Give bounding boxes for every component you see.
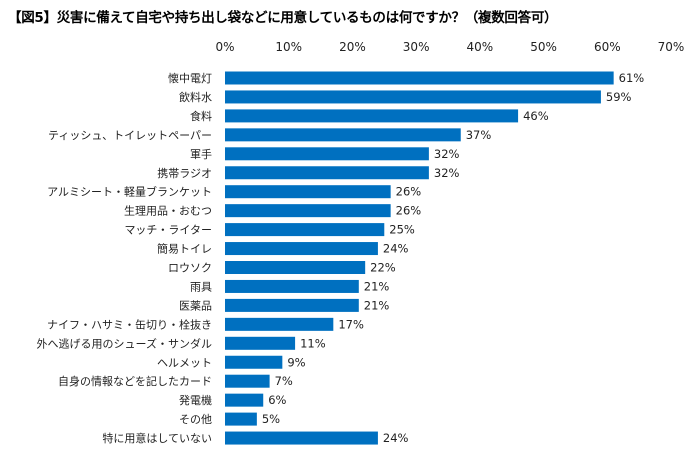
bar: [225, 298, 359, 312]
bar: [225, 393, 264, 407]
data-label: 7%: [275, 374, 293, 388]
data-label: 26%: [396, 204, 422, 218]
x-tick-label: 10%: [275, 40, 302, 54]
data-label: 17%: [338, 317, 364, 331]
category-label: マッチ・ライター: [124, 224, 212, 237]
bar: [225, 412, 257, 426]
data-label: 26%: [396, 185, 422, 199]
bar: [225, 166, 429, 180]
category-label: 医薬品: [179, 299, 212, 312]
x-tick-label: 40%: [467, 40, 494, 54]
bar: [225, 147, 429, 161]
data-label: 32%: [434, 147, 460, 161]
bar: [225, 317, 334, 331]
category-label: ヘルメット: [157, 356, 212, 369]
data-label: 24%: [383, 242, 409, 256]
category-label: 特に用意はしていない: [102, 431, 212, 445]
data-label: 21%: [364, 298, 390, 312]
bar: [225, 355, 283, 369]
x-tick-label: 20%: [339, 40, 366, 54]
bar: [225, 71, 614, 85]
data-label: 9%: [287, 355, 305, 369]
bar: [225, 223, 385, 237]
bar: [225, 109, 519, 123]
category-label: 懐中電灯: [168, 71, 212, 85]
data-label: 59%: [606, 90, 632, 104]
category-label: アルミシート・軽量ブランケット: [47, 185, 212, 199]
x-tick-label: 50%: [530, 40, 557, 54]
bar: [225, 90, 601, 104]
data-label: 21%: [364, 279, 390, 293]
category-label: 生理用品・おむつ: [124, 204, 212, 218]
data-label: 11%: [300, 336, 326, 350]
category-label: ロウソク: [168, 262, 212, 275]
bar: [225, 242, 378, 256]
category-label: 雨具: [190, 280, 212, 293]
data-label: 32%: [434, 166, 460, 180]
bar: [225, 279, 359, 293]
category-label: 軍手: [190, 147, 212, 161]
category-label: 簡易トイレ: [157, 242, 212, 256]
data-label: 22%: [370, 261, 396, 275]
bar: [225, 261, 366, 274]
data-label: 6%: [268, 393, 286, 407]
bar: [225, 185, 391, 199]
bar: [225, 204, 391, 218]
category-label: ナイフ・ハサミ・缶切り・栓抜き: [47, 317, 212, 331]
category-label: ティッシュ、トイレットペーパー: [48, 129, 212, 142]
x-tick-label: 30%: [403, 40, 430, 54]
data-label: 37%: [466, 128, 492, 142]
category-label: 飲料水: [179, 90, 212, 104]
data-label: 46%: [523, 109, 549, 123]
category-label: 発電機: [179, 393, 212, 407]
category-label: 携帯ラジオ: [157, 166, 212, 180]
bar: [225, 431, 378, 445]
bar: [225, 336, 296, 350]
category-label: その他: [179, 413, 212, 426]
x-tick-label: 70%: [658, 40, 685, 54]
category-label: 自身の情報などを記したカード: [58, 374, 212, 388]
bar: [225, 374, 270, 388]
data-label: 61%: [619, 71, 645, 85]
data-label: 24%: [383, 431, 409, 445]
chart-title: 【図5】災害に備えて自宅や持ち出し袋などに用意しているものは何ですか？（複数回答…: [8, 10, 558, 26]
x-tick-label: 60%: [594, 40, 621, 54]
x-tick-label: 0%: [215, 40, 234, 54]
data-label: 25%: [389, 223, 415, 237]
category-label: 外へ逃げる用のシューズ・サンダル: [37, 336, 212, 350]
category-label: 食料: [190, 109, 212, 123]
bar: [225, 128, 461, 142]
data-label: 5%: [262, 412, 280, 426]
